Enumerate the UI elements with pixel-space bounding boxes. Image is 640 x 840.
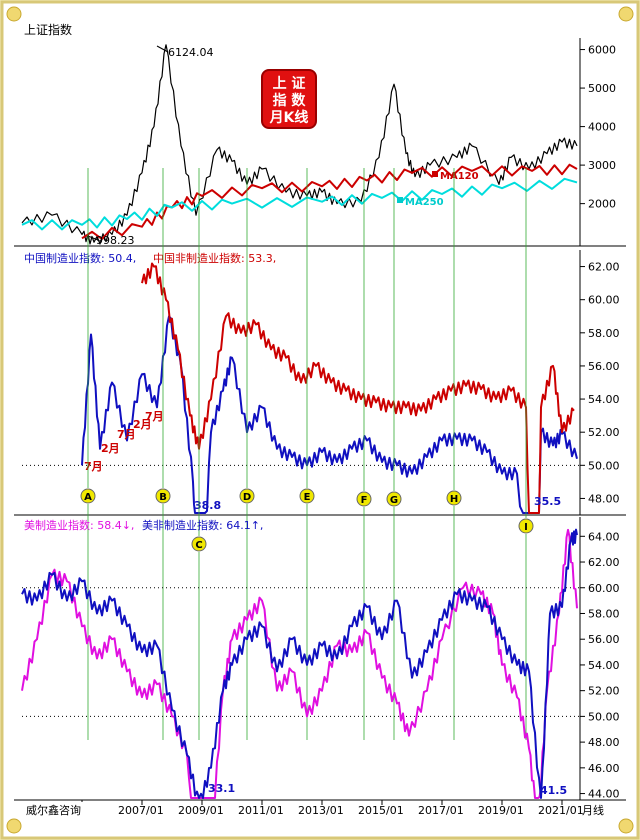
event-marker-label: H (450, 494, 458, 505)
footer-period: 月线 (582, 803, 604, 817)
y-tick-label: 6000 (588, 44, 616, 57)
event-marker (191, 536, 207, 552)
month-label: 7月 (145, 410, 164, 423)
event-marker-label: C (195, 540, 202, 551)
event-marker (518, 518, 534, 534)
y-tick-label: 56.00 (588, 360, 620, 373)
y-tick-label: 48.00 (588, 492, 620, 505)
series-line-2-1 (141, 262, 575, 514)
y-tick-label: 4000 (588, 121, 616, 134)
footer-brand-bg (24, 802, 90, 816)
corner-ornament-bottom-left (6, 818, 22, 834)
series-line-3-0 (21, 528, 578, 799)
event-marker-label: D (243, 492, 251, 503)
y-tick-label: 46.00 (588, 762, 620, 775)
event-marker-label: I (524, 522, 528, 533)
y-tick-label: 60.00 (588, 294, 620, 307)
legend-entry: 中国非制造业指数: 53.3, (153, 251, 276, 265)
y-tick-label: 64.00 (588, 530, 620, 543)
series-line-1-2 (21, 177, 578, 231)
event-marker (299, 488, 315, 504)
ma120-label: MA120 (440, 171, 479, 182)
ma250-marker (397, 197, 403, 203)
event-marker-label: F (361, 495, 368, 506)
y-tick-label: 54.00 (588, 393, 620, 406)
stamp-line: 上 证 (273, 76, 306, 92)
footer-brand: 威尔鑫咨询 (26, 803, 81, 817)
month-label: 7月 (117, 428, 136, 441)
y-tick-label: 50.00 (588, 459, 620, 472)
event-marker-label: A (84, 492, 92, 503)
corner-ornament-top-left (6, 6, 22, 22)
event-marker-label: B (159, 492, 167, 503)
y-tick-label: 58.00 (588, 327, 620, 340)
corner-ornament-bottom-right (618, 818, 634, 834)
event-marker (239, 488, 255, 504)
trough-label: 998.23 (96, 234, 135, 247)
x-tick-label: 2011/01 (238, 804, 284, 817)
low-label: 33.1 (208, 782, 235, 795)
series-line-1-1 (81, 163, 578, 240)
event-marker (356, 491, 372, 507)
y-tick-label: 54.00 (588, 659, 620, 672)
y-tick-label: 5000 (588, 82, 616, 95)
x-tick-label: 2017/01 (418, 804, 464, 817)
panel-title: 上证指数 (24, 22, 72, 37)
month-label: 2月 (133, 418, 152, 431)
y-tick-label: 3000 (588, 159, 616, 172)
corner-ornament-top-right (618, 6, 634, 22)
legend-entry: 中国制造业指数: 50.4, (24, 251, 136, 265)
month-label: 2月 (101, 442, 120, 455)
y-tick-label: 2000 (588, 198, 616, 211)
event-marker (155, 488, 171, 504)
y-tick-label: 56.00 (588, 633, 620, 646)
low-label: 35.5 (534, 495, 561, 508)
y-tick-label: 52.00 (588, 685, 620, 698)
y-tick-label: 62.00 (588, 261, 620, 274)
x-tick-label: 2009/01 (178, 804, 224, 817)
y-tick-label: 48.00 (588, 736, 620, 749)
legend-entry: 美制造业指数: 58.4↓, (24, 518, 134, 532)
series-line-3-1 (21, 528, 578, 799)
x-tick-label: 2019/01 (478, 804, 524, 817)
month-label: 7月 (84, 460, 103, 473)
legend-entry: 美非制造业指数: 64.1↑, (142, 518, 263, 532)
y-tick-label: 60.00 (588, 582, 620, 595)
ma120-marker (432, 171, 438, 177)
low-label: 41.5 (540, 784, 567, 797)
x-tick-label: 2015/01 (358, 804, 404, 817)
y-tick-label: 58.00 (588, 607, 620, 620)
y-tick-label: 44.00 (588, 788, 620, 801)
stamp-line: 月K线 (269, 109, 309, 126)
y-tick-label: 62.00 (588, 556, 620, 569)
ma250-label: MA250 (405, 197, 444, 208)
event-marker-label: G (390, 495, 398, 506)
event-marker-label: E (304, 492, 311, 503)
stamp-box (261, 69, 317, 129)
stamp-line: 指 数 (273, 92, 307, 109)
event-marker (80, 488, 96, 504)
low-label: 38.8 (194, 499, 221, 512)
y-tick-label: 50.00 (588, 710, 620, 723)
x-tick-label: 2021/01 (538, 804, 584, 817)
event-marker (446, 490, 462, 506)
peak-label: 6124.04 (168, 46, 214, 59)
x-tick-label: 2013/01 (298, 804, 344, 817)
y-tick-label: 52.00 (588, 426, 620, 439)
series-line-2-0 (81, 315, 578, 514)
trough-pointer (87, 235, 99, 241)
x-tick-label: 2007/01 (118, 804, 164, 817)
event-marker (386, 491, 402, 507)
peak-pointer (156, 45, 169, 53)
